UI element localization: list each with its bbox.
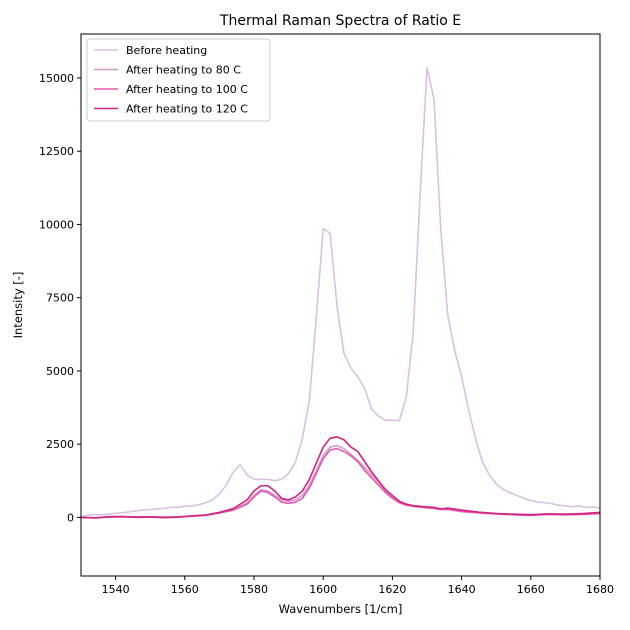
y-axis: 0 2500 5000 7500 10000 12500 15000: [39, 72, 81, 524]
legend: Before heating After heating to 80 C After…: [86, 38, 271, 122]
series-line-3: [80, 436, 601, 519]
x-tick-label: 1620: [378, 583, 406, 596]
series-line-1: [80, 444, 601, 519]
y-axis-label: Intensity [-]: [11, 272, 25, 339]
y-tick-label: 10000: [39, 218, 74, 231]
x-axis-label: Wavenumbers [1/cm]: [279, 602, 403, 616]
plot-frame: [80, 33, 601, 577]
y-tick-label: 7500: [46, 292, 74, 305]
chart-title: Thermal Raman Spectra of Ratio E: [219, 13, 461, 29]
legend-box: [86, 38, 271, 122]
x-tick-label: 1680: [586, 583, 614, 596]
x-tick-label: 1560: [171, 583, 199, 596]
series-line-2: [80, 447, 601, 519]
x-tick-label: 1600: [309, 583, 337, 596]
y-tick-label: 5000: [46, 365, 74, 378]
legend-label-0: Before heating: [126, 44, 207, 57]
plot-area: [80, 33, 601, 577]
x-tick-label: 1540: [102, 583, 130, 596]
legend-label-2: After heating to 100 C: [126, 83, 248, 96]
y-tick-label: 0: [67, 511, 74, 524]
x-tick-label: 1640: [448, 583, 476, 596]
series-line-0: [80, 66, 601, 518]
y-tick-label: 2500: [46, 438, 74, 451]
series-layer: [80, 66, 601, 519]
x-axis: 1540 1560 1580 1600 1620 1640 1660 1680: [102, 576, 614, 596]
legend-label-1: After heating to 80 C: [126, 64, 241, 77]
y-tick-label: 15000: [39, 72, 74, 85]
x-tick-label: 1580: [240, 583, 268, 596]
legend-label-3: After heating to 120 C: [126, 103, 248, 116]
y-tick-label: 12500: [39, 145, 74, 158]
x-tick-label: 1660: [517, 583, 545, 596]
